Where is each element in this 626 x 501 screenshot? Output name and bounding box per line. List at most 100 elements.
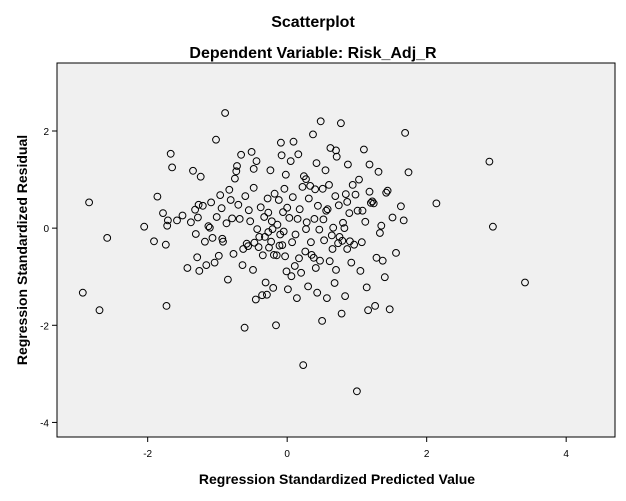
x-axis: -2 0 2 4 xyxy=(143,437,569,460)
data-point xyxy=(212,135,220,144)
data-point xyxy=(198,201,207,210)
data-point xyxy=(293,215,302,223)
data-point xyxy=(233,162,241,170)
data-point xyxy=(325,257,334,266)
data-point xyxy=(256,203,265,212)
data-point xyxy=(202,261,211,270)
data-point xyxy=(288,193,297,202)
data-point xyxy=(253,225,262,234)
data-point xyxy=(212,213,221,221)
data-point xyxy=(241,192,250,201)
data-point xyxy=(343,198,352,206)
data-point xyxy=(78,288,87,297)
data-point xyxy=(315,225,324,234)
y-tick-label: -2 xyxy=(40,321,49,332)
data-point xyxy=(263,290,271,299)
data-point xyxy=(307,238,315,247)
data-point xyxy=(343,245,352,253)
data-point xyxy=(187,218,195,227)
data-point xyxy=(205,223,214,232)
data-point xyxy=(249,165,258,173)
x-axis-label: Regression Standardized Predicted Value xyxy=(199,471,475,487)
data-point xyxy=(249,266,257,274)
data-point xyxy=(356,267,365,275)
data-point xyxy=(295,205,304,214)
data-point xyxy=(218,234,227,243)
data-point xyxy=(309,253,318,262)
data-point xyxy=(337,119,345,128)
data-point xyxy=(210,258,219,267)
data-point xyxy=(291,230,300,239)
data-point xyxy=(318,317,327,325)
data-point xyxy=(319,215,328,224)
data-point xyxy=(347,258,356,267)
data-point xyxy=(267,237,276,246)
data-point xyxy=(351,190,360,199)
data-point xyxy=(237,150,246,159)
data-point xyxy=(277,151,286,160)
data-point xyxy=(309,130,317,139)
data-point xyxy=(404,168,413,177)
data-point xyxy=(337,309,346,318)
data-point xyxy=(299,361,308,370)
y-tick-label: 0 xyxy=(43,224,49,235)
data-point xyxy=(329,223,338,232)
data-point xyxy=(355,175,363,184)
data-point xyxy=(234,200,243,209)
data-point xyxy=(244,206,253,215)
data-point xyxy=(194,213,202,222)
data-point xyxy=(95,306,104,315)
x-tick-label: -2 xyxy=(143,449,152,460)
data-point xyxy=(264,208,273,217)
data-point xyxy=(272,321,280,330)
data-point xyxy=(316,117,325,126)
data-point xyxy=(247,148,256,156)
data-point xyxy=(397,202,405,211)
data-point xyxy=(323,205,332,214)
data-point xyxy=(361,217,370,226)
data-point xyxy=(380,273,389,282)
data-point xyxy=(335,233,344,241)
data-point xyxy=(318,184,327,193)
data-point xyxy=(313,288,322,297)
data-point xyxy=(273,220,282,229)
data-point xyxy=(325,181,333,189)
data-point xyxy=(330,279,339,287)
data-points xyxy=(78,109,529,396)
data-point xyxy=(270,189,279,198)
data-point xyxy=(360,145,368,154)
data-point xyxy=(103,234,112,242)
data-point xyxy=(364,306,373,315)
chart-title: Scatterplot xyxy=(271,14,355,31)
data-point xyxy=(173,216,181,225)
data-point xyxy=(201,237,209,246)
data-point xyxy=(302,175,310,184)
data-point xyxy=(344,160,352,169)
data-point xyxy=(161,240,170,249)
data-point xyxy=(399,216,408,225)
data-point xyxy=(334,201,343,210)
data-point xyxy=(150,237,158,246)
data-point xyxy=(376,229,384,237)
data-point xyxy=(321,166,330,175)
data-point xyxy=(195,267,204,275)
data-point xyxy=(178,211,187,220)
data-point xyxy=(301,247,310,256)
data-point xyxy=(372,253,381,262)
data-point xyxy=(267,217,276,226)
data-point xyxy=(279,208,287,217)
data-point xyxy=(282,267,291,276)
data-point xyxy=(272,251,281,260)
data-point xyxy=(140,222,149,231)
data-point xyxy=(369,199,378,208)
data-point xyxy=(274,196,283,204)
data-point xyxy=(281,252,290,261)
data-point xyxy=(312,159,321,168)
x-tick-label: 2 xyxy=(424,449,430,460)
data-point xyxy=(249,183,258,192)
data-point xyxy=(250,238,259,247)
data-point xyxy=(166,149,175,158)
data-point xyxy=(368,197,377,206)
